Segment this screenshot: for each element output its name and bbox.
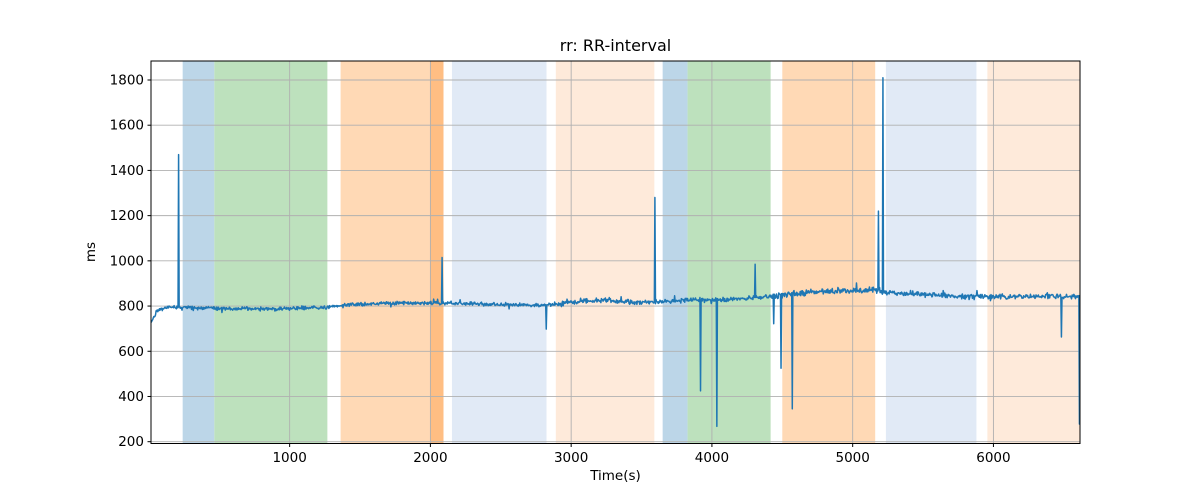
background-span-blue-span-1	[182, 61, 215, 444]
background-span-blue-span-2	[662, 61, 688, 444]
rr-series-line	[151, 76, 1080, 428]
background-span-pale-blue-span-2	[885, 61, 977, 444]
y-tick-label: 1200	[110, 208, 144, 224]
x-tick-label: 1000	[272, 450, 306, 466]
x-tick-label: 5000	[835, 450, 869, 466]
background-span-pale-orange-span-2	[987, 61, 1080, 444]
x-axis-label: Time(s)	[590, 468, 641, 484]
y-tick-label: 400	[118, 389, 144, 405]
x-tick-label: 2000	[413, 450, 447, 466]
axes-frame	[150, 60, 1081, 444]
y-tick-label: 1400	[110, 163, 144, 179]
y-tick-label: 200	[118, 434, 144, 450]
x-tick-label: 4000	[695, 450, 729, 466]
chart-title: rr: RR-interval	[559, 36, 672, 55]
y-tick-label: 600	[118, 344, 144, 360]
y-tick-label: 1800	[110, 72, 144, 88]
background-span-pale-blue-span-1	[451, 61, 547, 444]
background-span-orange-span-1	[340, 61, 444, 444]
y-tick-label: 800	[118, 299, 144, 315]
x-tick-label: 6000	[976, 450, 1010, 466]
background-span-green-span-1	[214, 61, 328, 444]
background-span-green-span-2	[687, 61, 771, 444]
background-span-orange-span-overlap	[430, 61, 444, 444]
background-span-orange-span-2	[782, 61, 876, 444]
y-tick-label: 1600	[110, 118, 144, 134]
x-tick-label: 3000	[554, 450, 588, 466]
background-span-pale-orange-span-1	[555, 61, 655, 444]
y-axis-label-text: ms	[83, 241, 99, 263]
y-tick-label: 1000	[110, 253, 144, 269]
